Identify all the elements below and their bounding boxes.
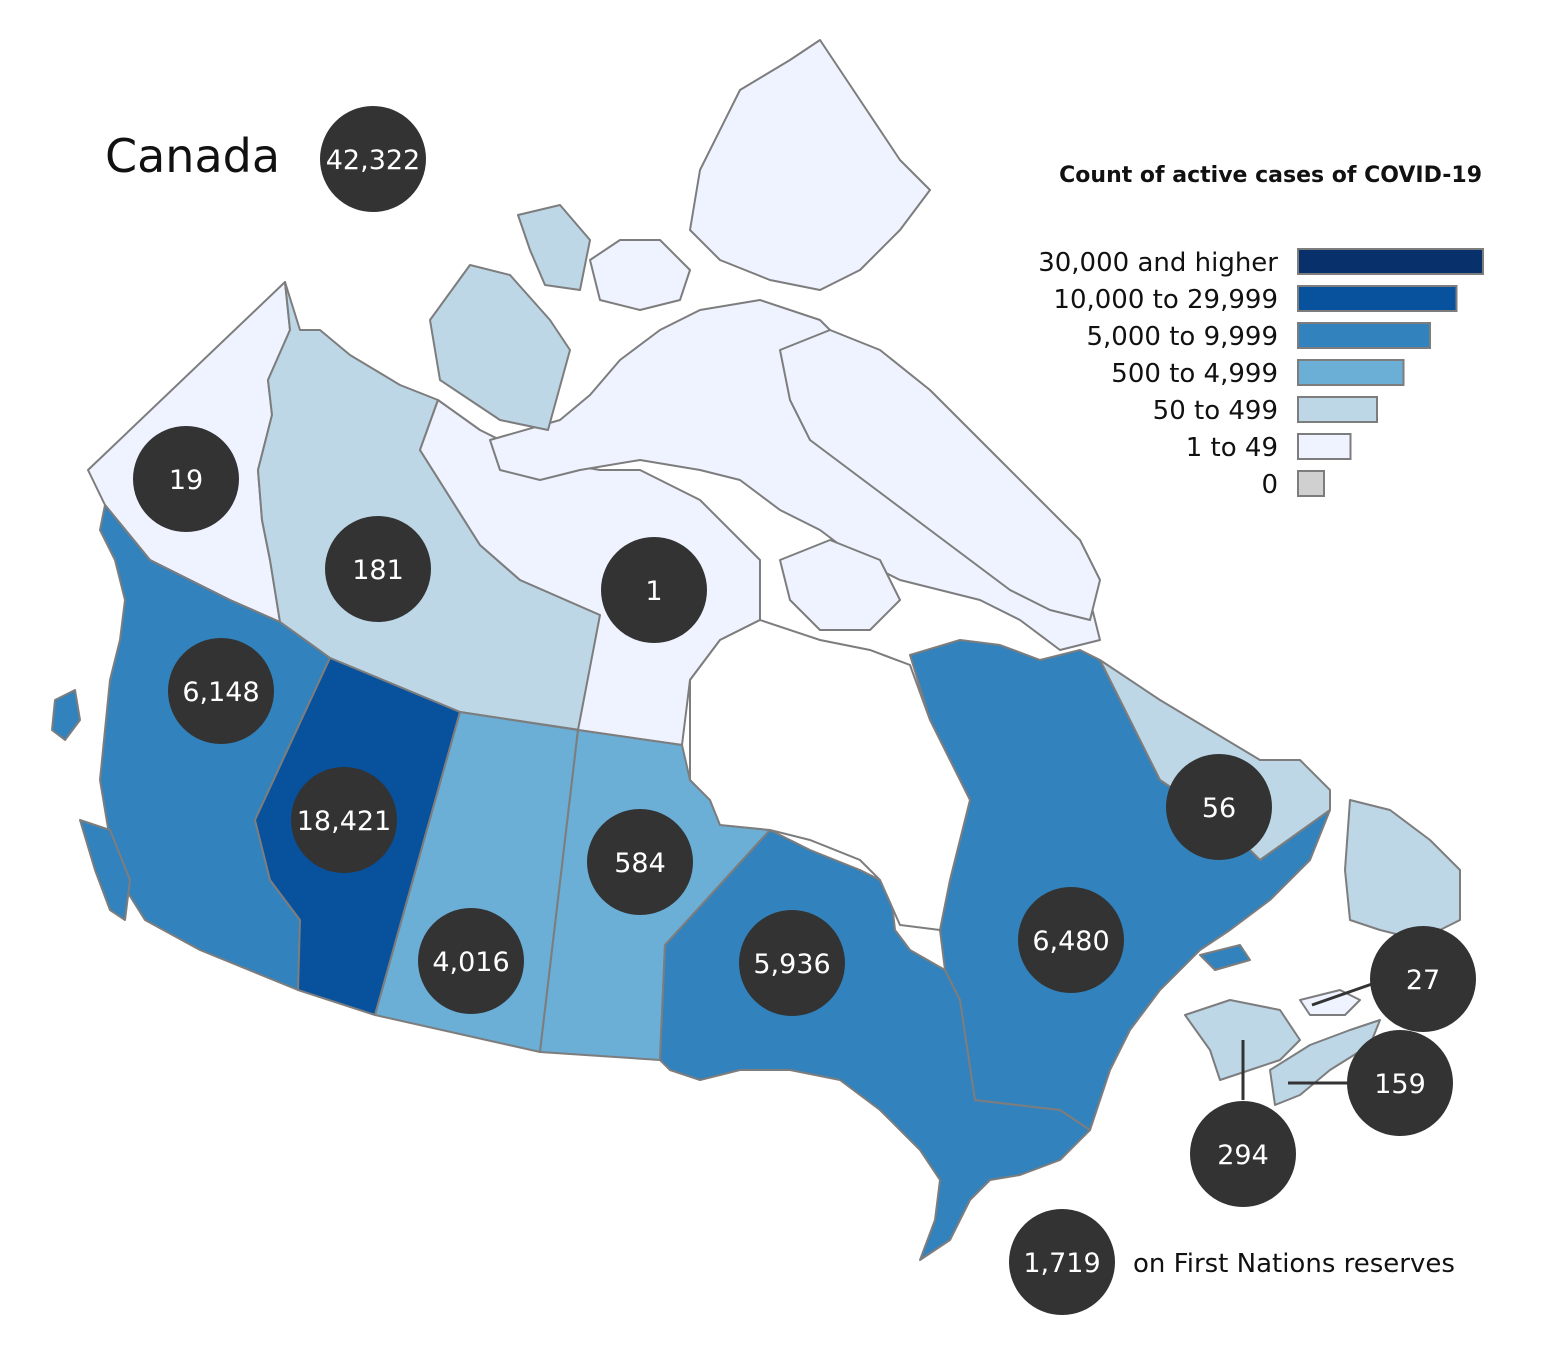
- region-sk-bubble: [418, 908, 524, 1014]
- region-mb-count: 584: [614, 848, 666, 879]
- canada-total-bubble: [320, 106, 426, 212]
- leader-line-pei: [1311, 982, 1373, 1007]
- region-nt-bubble: [325, 516, 431, 622]
- canada-total-count: 42,322: [326, 145, 420, 176]
- newfoundland-island: [1344, 799, 1461, 941]
- hudson-bay: [689, 618, 972, 932]
- region-qc-count: 6,480: [1032, 926, 1109, 957]
- southampton-island: [779, 539, 901, 631]
- region-yt-bubble: [133, 426, 239, 532]
- region-ns-count: 159: [1374, 1069, 1426, 1100]
- region-nb-count: 294: [1217, 1140, 1269, 1171]
- legend-swatch: [1297, 470, 1325, 497]
- region-ab-count: 18,421: [297, 806, 391, 837]
- nt-island-banks: [517, 204, 591, 291]
- region-nb-bubble: [1190, 1101, 1296, 1207]
- first-nations-count: 1,719: [1023, 1248, 1100, 1279]
- legend-swatch: [1297, 322, 1431, 349]
- region-ns-bubble: [1347, 1030, 1453, 1136]
- arctic-islands: [489, 299, 1101, 651]
- legend-swatch: [1297, 396, 1378, 423]
- region-sk-count: 4,016: [432, 947, 509, 978]
- region-qc-bubble: [1018, 887, 1124, 993]
- region-nu-bubble: [601, 537, 707, 643]
- first-nations-bubble: [1009, 1209, 1115, 1315]
- region-on-bubble: [739, 910, 845, 1016]
- legend-label: 30,000 and higher: [1038, 248, 1278, 278]
- region-ab-bubble: [291, 767, 397, 873]
- region-mb-bubble: [587, 809, 693, 915]
- legend-label: 1 to 49: [1186, 433, 1278, 463]
- region-nl-bubble: [1166, 754, 1272, 860]
- region-nl-count: 56: [1202, 793, 1236, 824]
- legend: Count of active cases of COVID-19 30,000…: [1038, 163, 1484, 500]
- vancouver-island: [79, 819, 131, 921]
- baffin-island: [779, 329, 1101, 621]
- count-bubbles: 42,322 19 181 1 6,148 18,421 4,016 584 5,936 6,48…: [133, 106, 1476, 1315]
- legend-label: 5,000 to 9,999: [1087, 322, 1279, 352]
- region-yt-count: 19: [169, 465, 203, 496]
- legend-title: Count of active cases of COVID-19: [1059, 163, 1482, 188]
- legend-swatch: [1297, 433, 1352, 460]
- legend-swatch: [1297, 248, 1484, 275]
- region-pe-bubble: [1370, 926, 1476, 1032]
- first-nations-label: on First Nations reserves: [1133, 1249, 1455, 1279]
- haida-gwaii: [51, 689, 81, 741]
- region-bc-count: 6,148: [182, 677, 259, 708]
- ellesmere-island: [689, 39, 931, 291]
- nt-island-victoria: [429, 264, 571, 431]
- anticosti-island: [1199, 944, 1251, 971]
- legend-label: 0: [1261, 470, 1278, 500]
- map-title: Canada: [105, 129, 280, 183]
- leader-lines: [1241, 982, 1373, 1100]
- legend-items: 30,000 and higher 10,000 to 29,999 5,000 t…: [1038, 248, 1484, 500]
- region-nu-count: 1: [645, 576, 662, 607]
- legend-label: 10,000 to 29,999: [1053, 285, 1278, 315]
- legend-label: 500 to 4,999: [1111, 359, 1278, 389]
- region-on-count: 5,936: [753, 949, 830, 980]
- region-pe-count: 27: [1406, 965, 1440, 996]
- region-bc-bubble: [168, 638, 274, 744]
- north-islands-west: [589, 239, 691, 311]
- legend-swatch: [1297, 359, 1405, 386]
- region-british-columbia[interactable]: [99, 504, 331, 991]
- region-prince-edward-island[interactable]: [1299, 989, 1361, 1016]
- region-nt-count: 181: [352, 555, 404, 586]
- legend-swatch: [1297, 285, 1458, 312]
- province-shapes: [51, 39, 1461, 1261]
- legend-label: 50 to 499: [1153, 396, 1278, 426]
